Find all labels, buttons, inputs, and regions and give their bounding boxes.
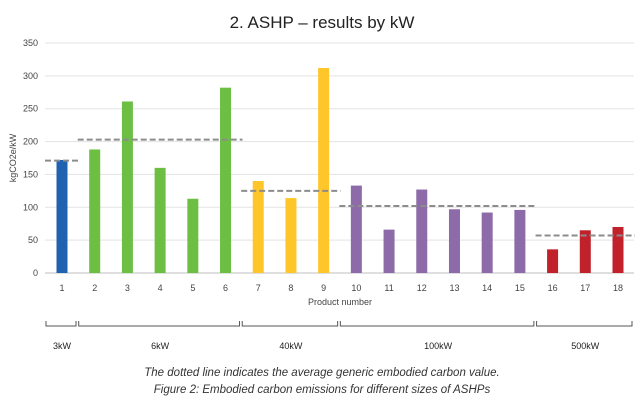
- bracket-40kW: [241, 321, 339, 327]
- bar-product-10: [350, 185, 362, 273]
- x-tick-label: 12: [417, 283, 427, 293]
- bar-product-15: [514, 209, 526, 273]
- figure-caption: Figure 2: Embodied carbon emissions for …: [154, 384, 491, 396]
- bar-product-9: [318, 67, 330, 273]
- bar-product-17: [579, 230, 591, 273]
- y-tick-label: 350: [23, 38, 38, 48]
- y-tick-label: 250: [23, 104, 38, 114]
- y-tick-label: 200: [23, 137, 38, 147]
- y-tick-label: 100: [23, 202, 38, 212]
- bar-product-7: [252, 181, 264, 273]
- y-axis-ticks: 0 50 100 150 200 250 300 350: [23, 38, 38, 278]
- group-brackets: 3kW 6kW 40kW 100kW 500kW: [45, 321, 633, 351]
- x-tick-label: 10: [351, 283, 361, 293]
- bar-product-18: [612, 227, 624, 273]
- caption-note: The dotted line indicates the average ge…: [144, 367, 499, 379]
- bar-product-3: [121, 101, 133, 273]
- bar-product-2: [89, 149, 101, 273]
- bar-product-6: [220, 87, 232, 273]
- group-label-100kW: 100kW: [424, 341, 453, 351]
- y-tick-label: 50: [28, 235, 38, 245]
- chart-title: 2. ASHP – results by kW: [230, 13, 415, 32]
- x-tick-label: 8: [288, 283, 293, 293]
- x-tick-label: 1: [59, 283, 64, 293]
- bar-product-1: [56, 159, 68, 273]
- x-tick-label: 15: [515, 283, 525, 293]
- bars: [56, 67, 624, 273]
- x-tick-label: 18: [613, 283, 623, 293]
- y-tick-label: 300: [23, 71, 38, 81]
- x-tick-label: 3: [125, 283, 130, 293]
- x-tick-label: 17: [580, 283, 590, 293]
- x-tick-label: 4: [158, 283, 163, 293]
- x-tick-label: 11: [384, 283, 393, 293]
- bracket-3kW: [45, 321, 77, 327]
- x-tick-label: 16: [548, 283, 558, 293]
- bracket-100kW: [339, 321, 535, 327]
- gridlines: [45, 42, 634, 274]
- x-tick-label: 14: [482, 283, 492, 293]
- bar-product-12: [416, 189, 428, 273]
- x-tick-label: 9: [321, 283, 326, 293]
- x-axis-ticks: 1 2 3 4 5 6 7 8 9 10 11 12 13 14 15 16 17 18: [59, 283, 623, 293]
- x-tick-label: 5: [190, 283, 195, 293]
- y-axis-label: kgCO2e/kW: [8, 133, 18, 182]
- bar-product-8: [285, 198, 297, 273]
- y-tick-label: 0: [33, 268, 38, 278]
- bar-product-16: [547, 249, 559, 273]
- group-label-3kW: 3kW: [53, 341, 72, 351]
- bracket-6kW: [78, 321, 241, 327]
- bar-product-4: [154, 167, 166, 273]
- bar-product-11: [383, 229, 395, 273]
- average-lines: [45, 138, 635, 237]
- x-tick-label: 2: [92, 283, 97, 293]
- bar-product-13: [448, 209, 460, 273]
- group-label-6kW: 6kW: [151, 341, 170, 351]
- group-label-40kW: 40kW: [279, 341, 303, 351]
- bracket-500kW: [536, 321, 633, 327]
- group-label-500kW: 500kW: [571, 341, 600, 351]
- x-tick-label: 13: [449, 283, 459, 293]
- x-tick-label: 6: [223, 283, 228, 293]
- y-tick-label: 150: [23, 169, 38, 179]
- bar-product-5: [187, 198, 199, 273]
- x-tick-label: 7: [256, 283, 261, 293]
- bar-product-14: [481, 212, 493, 273]
- x-axis-label: Product number: [308, 297, 372, 307]
